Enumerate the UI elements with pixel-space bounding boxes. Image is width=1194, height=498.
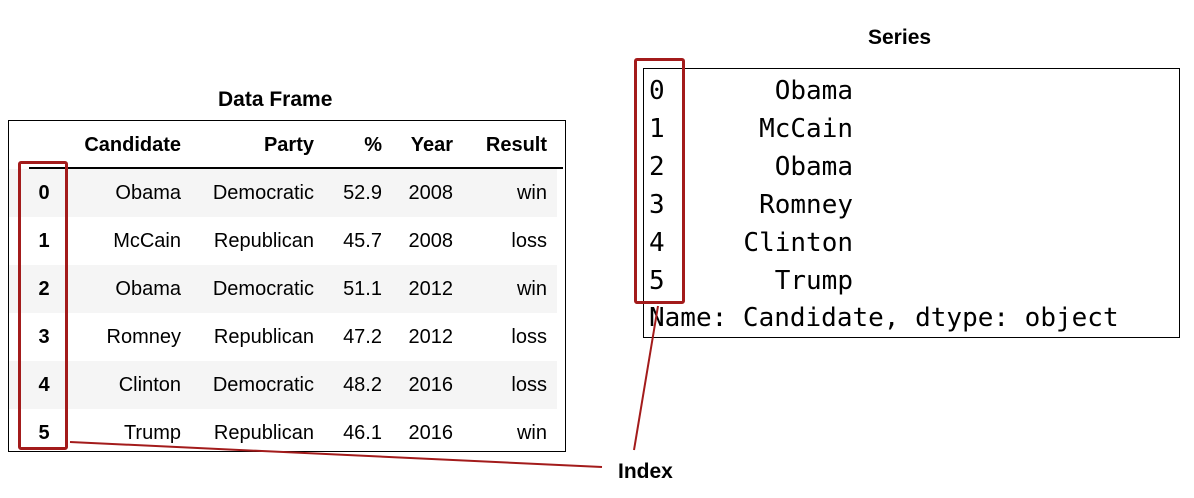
cell-candidate: Clinton: [118, 374, 181, 396]
cell-percent: 48.2: [343, 374, 382, 396]
cell-percent: 46.1: [343, 422, 382, 444]
cell-result: win: [516, 182, 547, 204]
cell-party: Republican: [213, 326, 314, 348]
series-value: Trump: [774, 266, 853, 296]
cell-result: win: [516, 278, 547, 300]
cell-percent: 51.1: [343, 278, 382, 300]
table-row: 4 Clinton Democratic 48.2 2016 loss: [9, 361, 557, 409]
series-title: Series: [868, 26, 932, 49]
series-index: 3: [649, 190, 665, 220]
dataframe-index-highlight: [18, 161, 68, 450]
cell-candidate: Obama: [115, 278, 181, 300]
row-index: 4: [38, 374, 50, 396]
series-connector-line: [633, 305, 659, 451]
cell-percent: 47.2: [343, 326, 382, 348]
cell-party: Republican: [213, 422, 314, 444]
dataframe-title: Data Frame: [218, 88, 333, 111]
series-value: Obama: [774, 152, 853, 182]
series-footer: Name: Candidate, dtype: object: [649, 303, 1119, 333]
cell-percent: 45.7: [343, 230, 382, 252]
table-row: 3 Romney Republican 47.2 2012 loss: [9, 313, 557, 361]
column-header-result: Result: [485, 134, 547, 156]
column-header-percent: %: [364, 134, 382, 156]
column-header-candidate: Candidate: [84, 134, 181, 156]
row-index: 3: [38, 326, 50, 348]
cell-candidate: Romney: [106, 326, 181, 348]
table-row: 1 McCain Republican 45.7 2008 loss: [9, 217, 557, 265]
column-header-party: Party: [263, 134, 314, 156]
cell-year: 2016: [408, 374, 454, 396]
series-value: Romney: [759, 190, 853, 220]
cell-party: Republican: [213, 230, 314, 252]
series-value: Clinton: [743, 228, 853, 258]
dataframe-connector-line: [69, 441, 603, 468]
series-index: 4: [649, 228, 665, 258]
row-index: 0: [38, 182, 50, 204]
row-index: 2: [38, 278, 50, 300]
cell-result: loss: [511, 374, 547, 396]
cell-candidate: Obama: [115, 182, 181, 204]
table-header-row: Candidate Party % Year Result: [9, 121, 557, 169]
series-index: 2: [649, 152, 665, 182]
table-row: 2 Obama Democratic 51.1 2012 win: [9, 265, 557, 313]
cell-result: loss: [511, 230, 547, 252]
cell-year: 2012: [408, 278, 454, 300]
cell-year: 2012: [408, 326, 454, 348]
series-output: 0 Obama 1 McCain 2 Obama 3 Romney 4 Clinton 5 Trump…: [643, 68, 1180, 338]
cell-party: Democratic: [212, 278, 314, 300]
cell-year: 2008: [408, 230, 454, 252]
series-value: Obama: [774, 76, 853, 106]
table-row: 0 Obama Democratic 52.9 2008 win: [9, 169, 557, 217]
series-index: 0: [649, 76, 665, 106]
cell-candidate: Trump: [123, 422, 181, 444]
table-row: 5 Trump Republican 46.1 2016 win: [9, 409, 557, 457]
series-index: 1: [649, 114, 665, 144]
index-label: Index: [618, 460, 673, 483]
cell-result: win: [516, 422, 547, 444]
cell-party: Democratic: [212, 182, 314, 204]
series-index-highlight: [634, 58, 685, 304]
header-divider: [29, 167, 563, 169]
column-header-year: Year: [410, 134, 453, 156]
cell-year: 2008: [408, 182, 454, 204]
series-index: 5: [649, 266, 665, 296]
series-value: McCain: [759, 114, 853, 144]
row-index: 1: [38, 230, 50, 252]
cell-party: Democratic: [212, 374, 314, 396]
dataframe-table: Candidate Party % Year Result 0 Obama Demo…: [8, 120, 566, 452]
cell-percent: 52.9: [343, 182, 382, 204]
cell-result: loss: [511, 326, 547, 348]
cell-candidate: McCain: [113, 230, 181, 252]
cell-year: 2016: [408, 422, 454, 444]
row-index: 5: [38, 422, 50, 444]
